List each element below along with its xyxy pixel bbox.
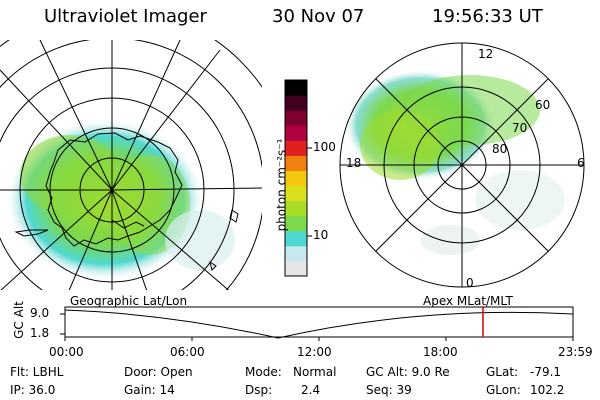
colorbar-segment xyxy=(285,185,307,202)
mode-value: Normal xyxy=(293,365,337,379)
dsp-label: Dsp: xyxy=(245,383,273,397)
gc-altitude-status: GC Alt: 9.0 Re xyxy=(366,365,450,379)
colorbar-segment xyxy=(285,80,307,96)
mlt-label-12: 12 xyxy=(478,47,494,61)
colorbar-segment xyxy=(285,170,307,187)
timeline-xtick-0000: 00:00 xyxy=(49,345,84,359)
altitude-curve xyxy=(64,309,574,339)
mlat-label-80: 80 xyxy=(492,142,508,156)
glon-label: GLon: xyxy=(486,383,521,397)
mlt-label-6: 6 xyxy=(577,156,585,170)
colorbar-segment xyxy=(285,110,307,126)
timeline-xtick-2359: 23:59 xyxy=(558,345,593,359)
mlt-label-18: 18 xyxy=(346,156,362,170)
instrument-title: Ultraviolet Imager xyxy=(44,6,207,27)
timeline-xtick-1800: 18:00 xyxy=(423,345,458,359)
colorbar-tick-10: 10 xyxy=(313,228,329,242)
timeline-plot-frame xyxy=(64,306,574,338)
colorbar-segment xyxy=(285,200,307,217)
mode-label: Mode: xyxy=(245,365,282,379)
observation-date: 30 Nov 07 xyxy=(272,6,365,27)
geographic-panel-caption: Geographic Lat/Lon xyxy=(70,294,188,308)
timeline-xtick-0600: 06:00 xyxy=(170,345,205,359)
magnetic-grid xyxy=(339,42,585,288)
observation-time: 19:56:33 UT xyxy=(432,6,543,27)
colorbar-segment xyxy=(285,95,307,111)
mlat-label-70: 70 xyxy=(512,121,528,135)
colorbar-segment xyxy=(285,260,307,277)
glat-label: GLat: xyxy=(486,365,519,379)
door-status: Door: Open xyxy=(124,365,193,379)
timeline-ytick-9: 9.0 xyxy=(30,306,50,320)
ip-status: IP: 36.0 xyxy=(10,383,56,397)
colorbar-segment xyxy=(285,230,307,247)
mlat-label-60: 60 xyxy=(535,98,551,112)
color-bar xyxy=(285,80,307,277)
antarctica-coastline xyxy=(45,132,183,247)
timeline-ytick-1-8: 1.8 xyxy=(30,326,50,340)
colorbar-tick-100: 100 xyxy=(313,140,336,154)
colorbar-segment xyxy=(285,245,307,262)
glon-value: 102.2 xyxy=(530,383,565,397)
colorbar-unit-label: photon cm⁻²s⁻¹ xyxy=(274,138,289,232)
dsp-value: 2.4 xyxy=(301,383,321,397)
colorbar-segment xyxy=(285,125,307,141)
mlt-label-0: 0 xyxy=(466,276,474,290)
glat-value: -79.1 xyxy=(530,365,562,379)
magnetic-panel-caption: Apex MLat/MLT xyxy=(423,294,513,308)
colorbar-segment xyxy=(285,155,307,171)
colorbar-segment xyxy=(285,140,307,156)
timeline-xtick-1200: 12:00 xyxy=(297,345,332,359)
sequence-status: Seq: 39 xyxy=(366,383,412,397)
timeline-axis-label: GC Alt xyxy=(11,301,26,339)
colorbar-segment xyxy=(285,215,307,232)
filter-status: Flt: LBHL xyxy=(10,365,64,379)
gain-status: Gain: 14 xyxy=(124,383,175,397)
